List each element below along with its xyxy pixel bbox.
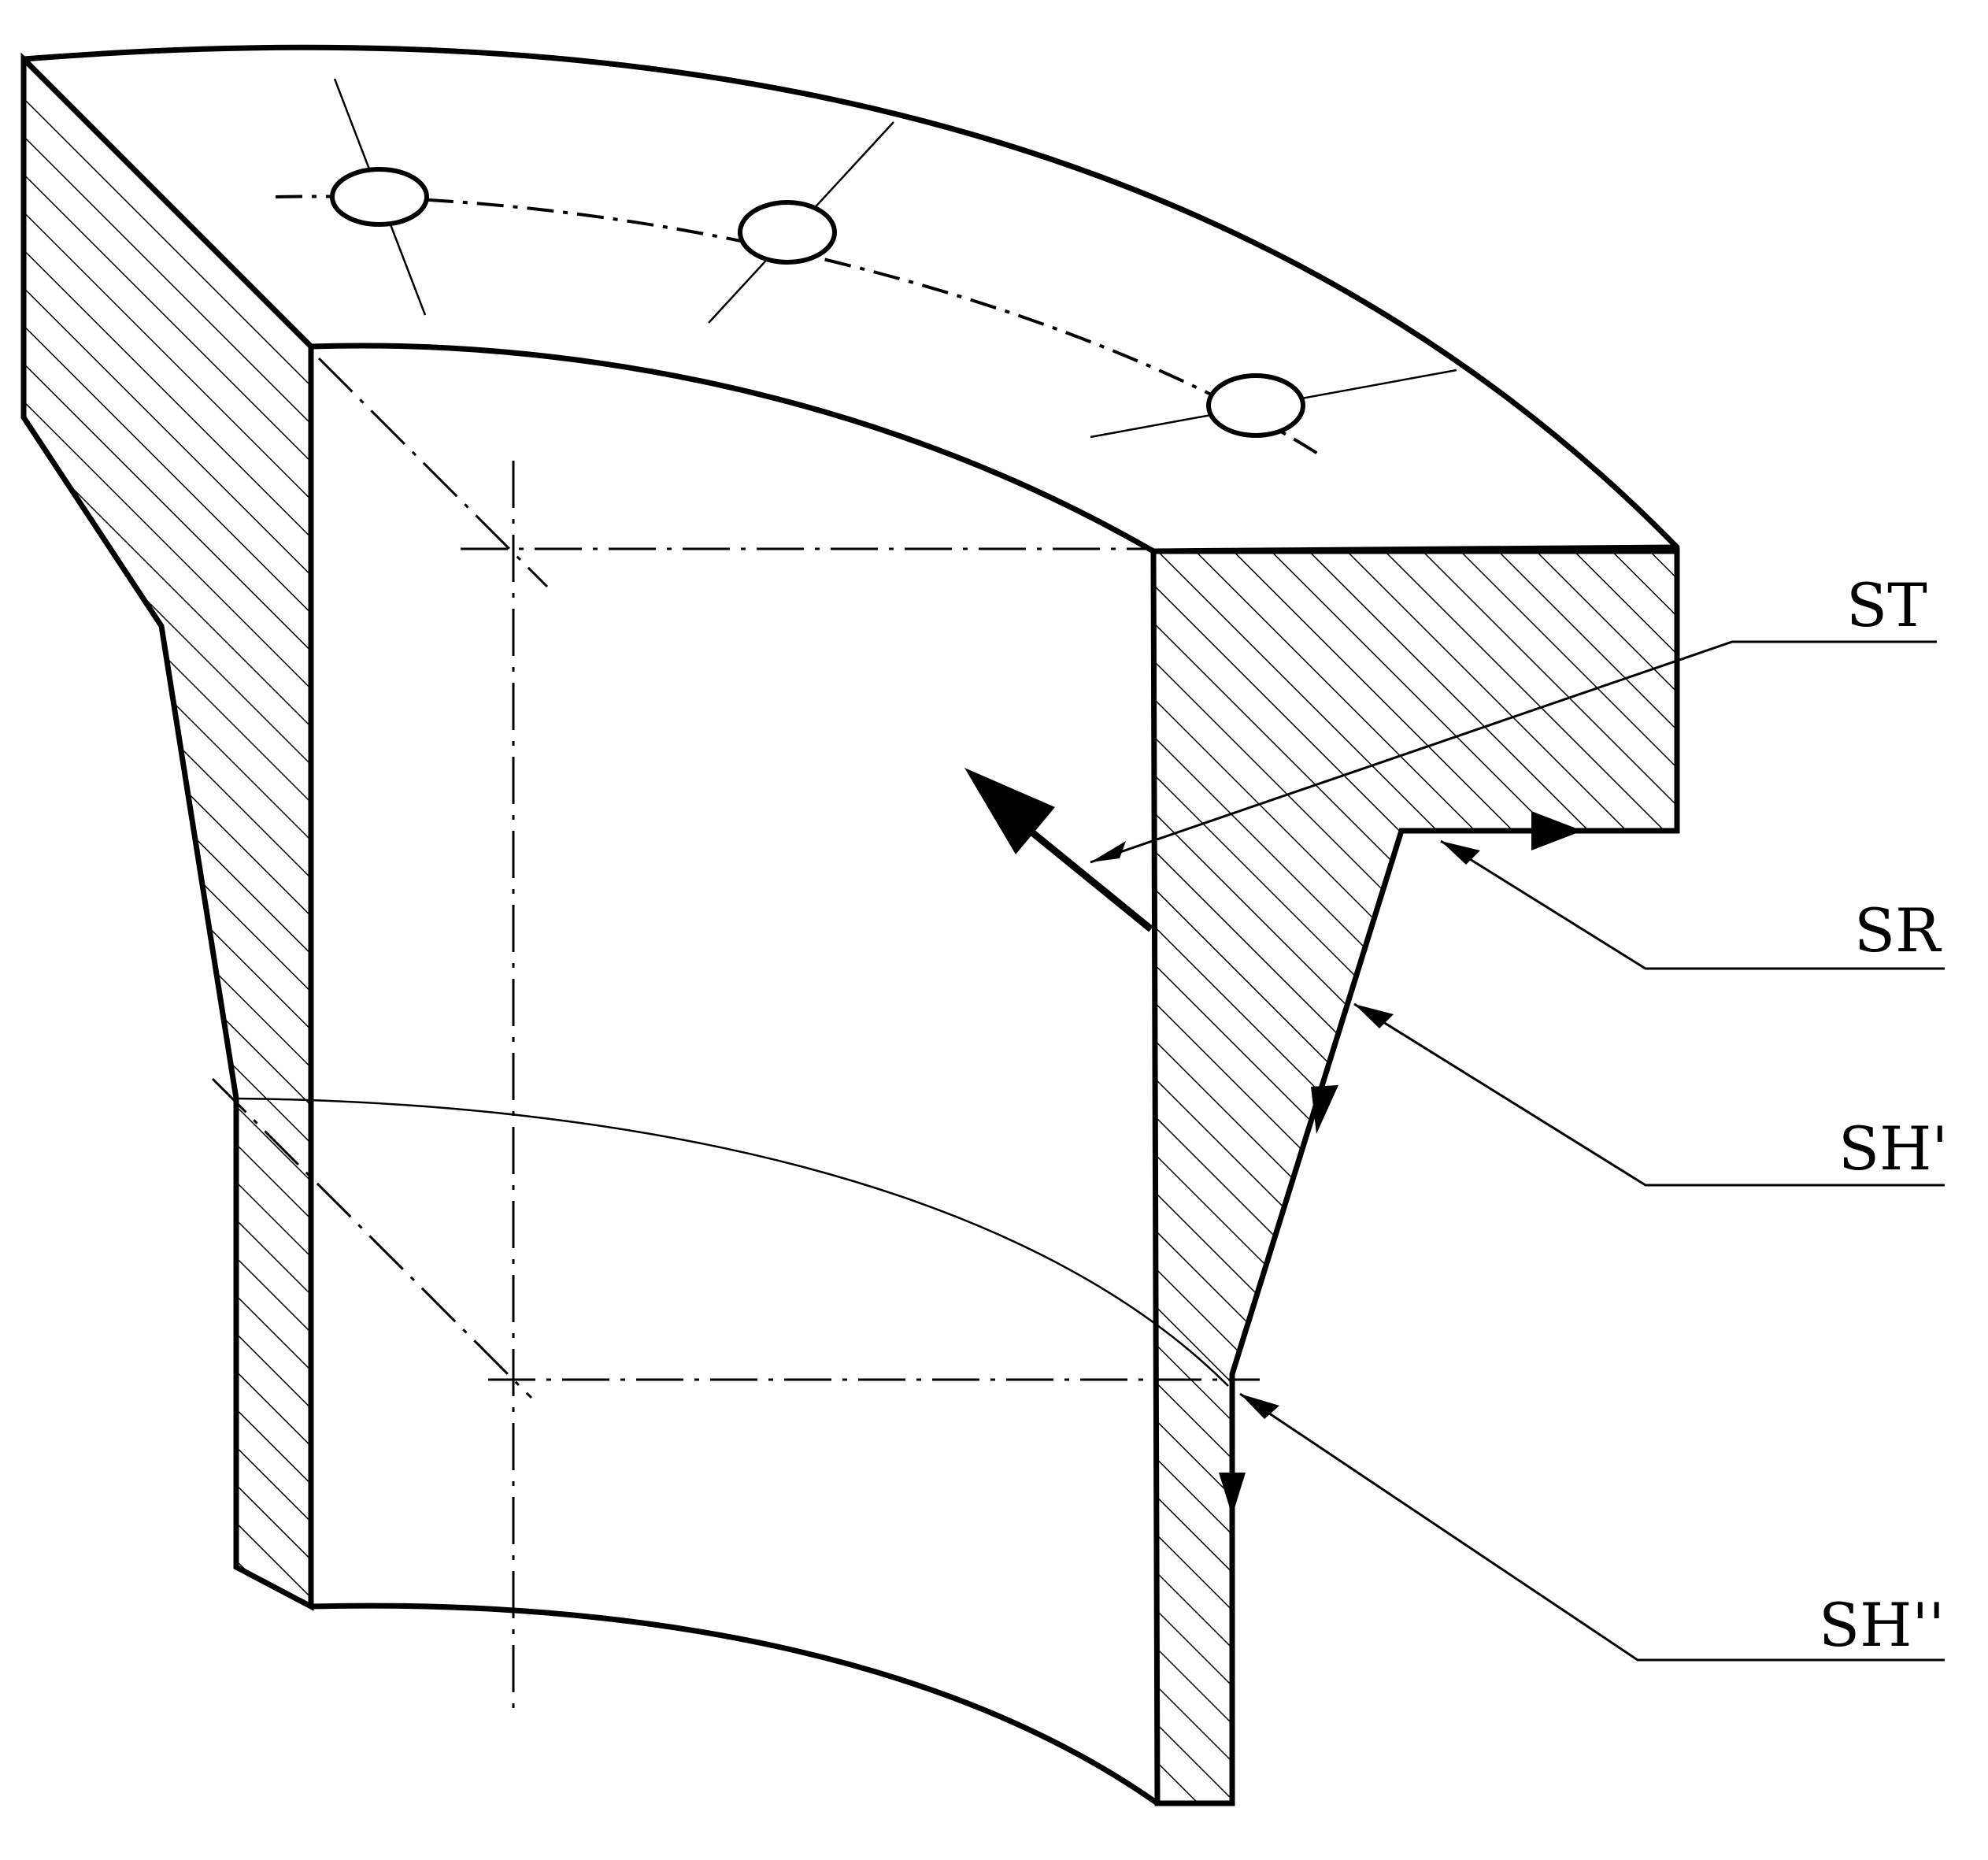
force-arrow-shaft — [1013, 816, 1153, 932]
hub-down-arrow — [1219, 1473, 1246, 1516]
label-sh-double-prime: SH'' — [1819, 1590, 1945, 1660]
st-leader — [1090, 640, 1937, 864]
st-arrow-head — [1090, 841, 1126, 862]
sh-double-prime-arrow-head — [1240, 1394, 1279, 1419]
bolt-hole-2 — [738, 200, 837, 265]
bolt-pitch-circle — [275, 195, 1324, 458]
bolt-hole-1 — [330, 167, 429, 227]
flange-underside-arrow — [1531, 811, 1583, 850]
force-arrow-head — [964, 768, 1055, 854]
lower-diagonal-centerline — [211, 1077, 533, 1399]
label-sr: SR — [1854, 895, 1942, 965]
sh-double-prime-leader — [1239, 1392, 1945, 1662]
bolt-hole-3 — [1206, 373, 1305, 438]
upper-diagonal-centerline — [317, 357, 549, 588]
sh-prime-arrow-head — [1354, 1004, 1394, 1028]
front-face-bottom-edge — [310, 1602, 1160, 1806]
sr-leader — [1440, 839, 1945, 970]
left-section — [20, 52, 314, 1611]
taper-down-arrow — [1311, 1085, 1338, 1134]
flange-top-face — [20, 44, 1680, 554]
sh-prime-leader — [1353, 1002, 1945, 1187]
sr-arrow-head — [1441, 841, 1480, 865]
label-st: ST — [1846, 570, 1927, 640]
circumferential-line — [235, 1097, 1229, 1387]
right-section — [1150, 548, 1680, 1806]
label-sh-prime: SH' — [1838, 1113, 1948, 1184]
